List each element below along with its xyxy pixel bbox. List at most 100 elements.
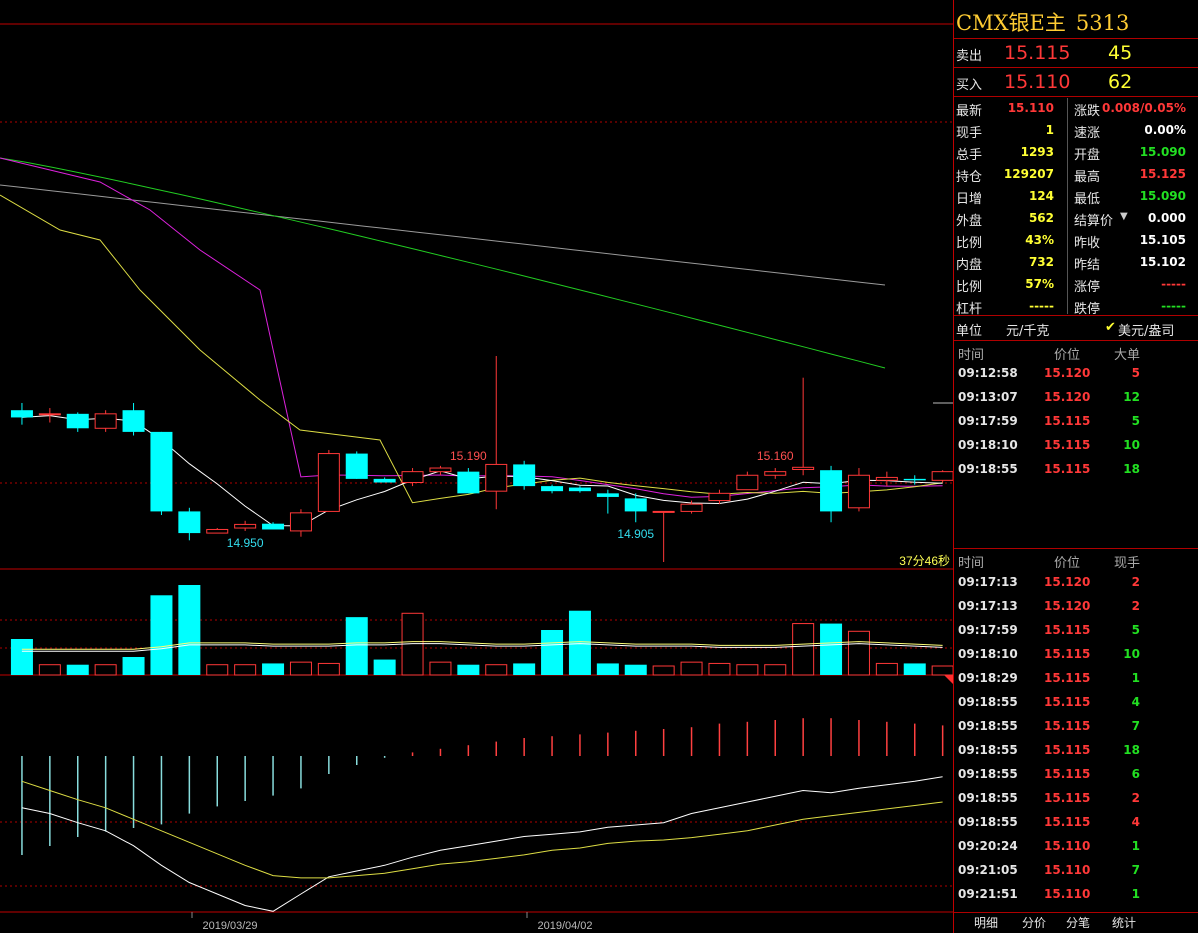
- table-row[interactable]: 09:20:24 15.110 1: [954, 839, 1194, 863]
- candle-body: [122, 410, 145, 432]
- candle[interactable]: [708, 489, 731, 505]
- stat-label: 昨收: [1074, 236, 1101, 251]
- date-label: 2019/03/29: [202, 920, 257, 932]
- candle-body: [10, 410, 33, 418]
- volume-bar: [624, 664, 647, 675]
- unit-option-cny[interactable]: 元/千克: [1006, 324, 1050, 339]
- date-axis: 2019/03/29 2019/04/02: [191, 912, 593, 932]
- ma-line-white: [21, 415, 943, 527]
- tab-1[interactable]: 分价: [1022, 916, 1047, 930]
- volume-bar: [931, 665, 953, 676]
- candle[interactable]: [66, 412, 89, 432]
- candle[interactable]: [373, 477, 396, 483]
- dropdown-caret-icon[interactable]: ▼: [1120, 211, 1128, 222]
- table-row[interactable]: 09:18:29 15.115 1: [954, 671, 1194, 695]
- unit-selector[interactable]: 单位 元/千克 ✔ 美元/盎司: [954, 316, 1194, 339]
- stat-row-left: 最新 15.110: [954, 98, 1066, 120]
- stat-value: 43%: [1025, 233, 1054, 247]
- table-row[interactable]: 09:18:55 15.115 6: [954, 767, 1194, 791]
- ma-line-magenta: [0, 157, 943, 498]
- stat-value: 562: [1028, 211, 1054, 225]
- candle[interactable]: [652, 510, 675, 562]
- row-price: 15.115: [1044, 791, 1091, 805]
- candle[interactable]: [513, 460, 536, 490]
- tab-0[interactable]: 明细: [974, 916, 999, 930]
- candle[interactable]: [94, 410, 117, 432]
- table-row[interactable]: 09:17:13 15.120 2: [954, 599, 1194, 623]
- candle[interactable]: [596, 489, 619, 514]
- candle[interactable]: [680, 500, 703, 514]
- candle-body: [457, 471, 480, 494]
- candle[interactable]: [345, 451, 368, 479]
- price-annotation: 14.950: [227, 536, 264, 550]
- candle[interactable]: [289, 509, 312, 537]
- row-price: 15.115: [1044, 767, 1091, 781]
- row-price: 15.115: [1044, 743, 1091, 757]
- table-row[interactable]: 09:18:55 15.115 4: [954, 695, 1194, 719]
- candle[interactable]: [931, 470, 953, 483]
- table-row[interactable]: 09:21:51 15.110 1: [954, 887, 1194, 911]
- table-row[interactable]: 09:17:59 15.115 5: [954, 414, 1194, 438]
- stat-row-left: 持仓 129207: [954, 164, 1066, 186]
- chart-area[interactable]: 15.190 15.160 14.950 14.905 37分46秒 2019/03/29…: [0, 0, 953, 933]
- candle[interactable]: [401, 468, 424, 487]
- volume-bar: [485, 664, 508, 676]
- candle[interactable]: [875, 471, 898, 487]
- candle[interactable]: [903, 475, 926, 485]
- volume-bar: [903, 663, 926, 675]
- table-row[interactable]: 09:18:55 15.115 18: [954, 743, 1194, 767]
- stat-label: 内盘: [956, 258, 983, 273]
- row-volume: 1: [1131, 887, 1140, 901]
- candle[interactable]: [122, 402, 145, 436]
- volume-bar: [736, 664, 759, 676]
- candle[interactable]: [206, 528, 229, 534]
- candle[interactable]: [764, 468, 787, 479]
- candle[interactable]: [262, 522, 285, 530]
- candle[interactable]: [150, 431, 173, 516]
- candle[interactable]: [38, 408, 61, 423]
- volume-bar: [206, 664, 229, 676]
- table-row[interactable]: 09:17:13 15.120 2: [954, 575, 1194, 599]
- candle[interactable]: [234, 520, 257, 531]
- candle-body: [513, 464, 536, 487]
- table-row[interactable]: 09:17:59 15.115 5: [954, 623, 1194, 647]
- table-row[interactable]: 09:18:55 15.115 4: [954, 815, 1194, 839]
- candle[interactable]: [429, 465, 452, 476]
- stat-label: 现手: [956, 126, 983, 141]
- row-volume: 7: [1131, 719, 1140, 733]
- candle[interactable]: [820, 465, 843, 523]
- table-row[interactable]: 09:12:58 15.120 5: [954, 366, 1194, 390]
- tab-2[interactable]: 分笔: [1066, 916, 1091, 930]
- candle[interactable]: [10, 402, 33, 425]
- row-time: 09:18:29: [958, 671, 1018, 685]
- tab-3[interactable]: 统计: [1112, 916, 1137, 930]
- table-row[interactable]: 09:18:10 15.115 10: [954, 647, 1194, 671]
- stat-row-right: 最高 15.125: [1072, 164, 1196, 186]
- countdown-label: 37分46秒: [899, 554, 950, 568]
- buy-row[interactable]: 买入 15.110 62: [954, 69, 1194, 95]
- unit-option-usd[interactable]: 美元/盎司: [1118, 324, 1175, 339]
- candle[interactable]: [178, 507, 201, 541]
- sell-row[interactable]: 卖出 15.115 45: [954, 40, 1194, 66]
- candle[interactable]: [485, 356, 508, 510]
- table-row[interactable]: 09:18:55 15.115 18: [954, 462, 1194, 486]
- volume-bar: [262, 663, 285, 675]
- candle[interactable]: [847, 468, 870, 512]
- candle[interactable]: [568, 486, 591, 493]
- stat-label: 昨结: [1074, 258, 1101, 273]
- candle[interactable]: [736, 471, 759, 491]
- kline-chart[interactable]: 15.190 15.160 14.950 14.905 37分46秒 2019/03/29…: [0, 0, 953, 933]
- candle[interactable]: [541, 484, 564, 494]
- table-row[interactable]: 09:21:05 15.110 7: [954, 863, 1194, 887]
- candle[interactable]: [792, 377, 815, 476]
- row-time: 09:18:55: [958, 719, 1018, 733]
- row-price: 15.115: [1044, 438, 1091, 452]
- table-row[interactable]: 09:18:55 15.115 7: [954, 719, 1194, 743]
- table-row[interactable]: 09:13:07 15.120 12: [954, 390, 1194, 414]
- table-row[interactable]: 09:18:55 15.115 2: [954, 791, 1194, 815]
- candle[interactable]: [457, 468, 480, 494]
- table-row[interactable]: 09:18:10 15.115 10: [954, 438, 1194, 462]
- candle[interactable]: [624, 493, 647, 523]
- stat-row-right: 速涨 0.00%: [1072, 120, 1196, 142]
- candle[interactable]: [317, 449, 340, 512]
